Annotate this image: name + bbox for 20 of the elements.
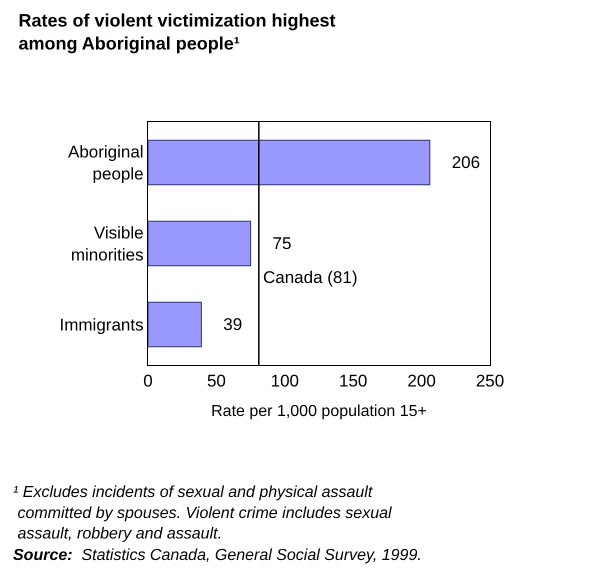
y-tick-label: Aboriginal people	[68, 142, 144, 184]
y-tick-label: Immigrants	[60, 315, 144, 334]
x-tick-label: 200	[407, 371, 436, 390]
data-label: 75	[254, 234, 292, 253]
x-tick-label: 250	[476, 371, 504, 390]
x-tick-label: 100	[270, 371, 299, 390]
bar	[148, 140, 430, 186]
x-tick-label: 150	[339, 371, 368, 390]
source-note: Source: Statistics Canada, General Social Survey, 1999.	[13, 547, 422, 564]
y-tick-label: Visible minorities	[70, 223, 144, 264]
ref-line-label: Canada (81)	[263, 268, 358, 287]
text: ¹ Excludes incidents of sexual and physical assault committed by spouses. Violent crime includes sexual assault, robbery and assault.	[13, 484, 392, 543]
data-label: 39	[204, 315, 242, 334]
bar	[148, 220, 252, 266]
x-axis-title: Rate per 1,000 population 15+	[211, 403, 427, 420]
x-tick-label: 50	[206, 371, 226, 390]
data-label: 206	[432, 153, 480, 172]
x-tick-label: 0	[143, 371, 153, 390]
bar	[148, 302, 202, 348]
chart-title: Rates of violent victimization highest among Aboriginal people¹	[18, 10, 336, 54]
